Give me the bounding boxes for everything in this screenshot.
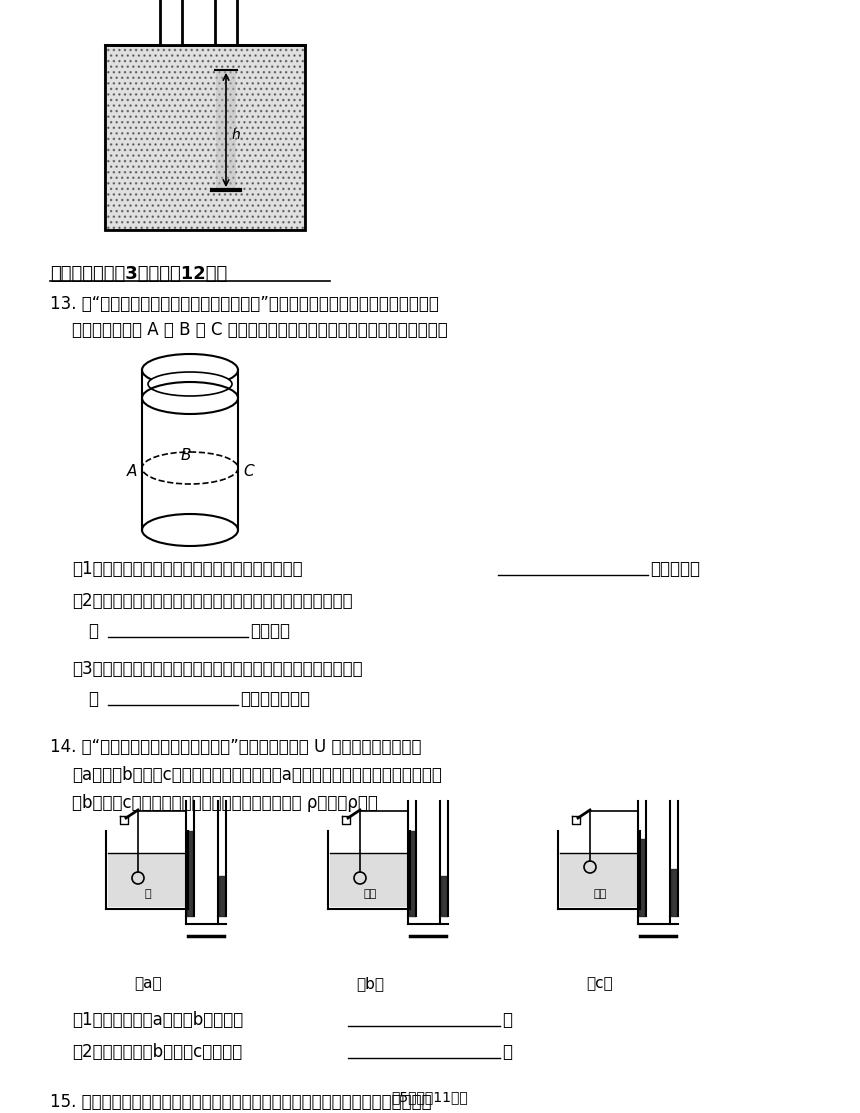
- Bar: [330, 853, 408, 907]
- Text: 与: 与: [88, 622, 98, 640]
- Text: （a）、（b）、（c）所示的三次实验。图（a）所示实验烧杯中的液体是水，图: （a）、（b）、（c）所示的三次实验。图（a）所示实验烧杯中的液体是水，图: [72, 766, 442, 784]
- Text: 三、实验题（共3小题；內12分）: 三、实验题（共3小题；內12分）: [50, 265, 227, 283]
- Bar: [161, 0, 181, 45]
- Text: （c）: （c）: [587, 976, 613, 991]
- Text: 13. 在“探究液体内部的压强与哪些因素有关”的实验中，小明同学在塑料管上离管底: 13. 在“探究液体内部的压强与哪些因素有关”的实验中，小明同学在塑料管上离管底: [50, 295, 439, 313]
- Text: 第5页（內11页）: 第5页（內11页）: [391, 1090, 469, 1104]
- Bar: [560, 853, 638, 907]
- Text: 的关系。: 的关系。: [250, 622, 290, 640]
- Text: 进行多次实验。: 进行多次实验。: [240, 690, 310, 708]
- Ellipse shape: [142, 514, 238, 546]
- Text: ；: ；: [502, 1011, 512, 1030]
- Text: （b）、（c）所示实验烧杯中的液体是盐水，已知 ρ盐水＞ρ水。: （b）、（c）所示实验烧杯中的液体是盐水，已知 ρ盐水＞ρ水。: [72, 794, 378, 812]
- Text: h: h: [232, 128, 241, 142]
- Text: 等高的不同位置 A 、 B 、 C 处扎了三个小孔，并将其放入水槽中，如图所示。: 等高的不同位置 A 、 B 、 C 处扎了三个小孔，并将其放入水槽中，如图所示。: [72, 321, 448, 339]
- Bar: [216, 70, 236, 190]
- Text: 水: 水: [144, 889, 151, 899]
- Bar: [108, 853, 186, 907]
- Text: 盐水: 盐水: [593, 889, 606, 899]
- Text: A: A: [126, 463, 137, 479]
- Text: 。: 。: [502, 1043, 512, 1061]
- Text: 15. 为了研究柱体浸入水中的过程中水对容器底部的压强情况，某小组同学选用高度: 15. 为了研究柱体浸入水中的过程中水对容器底部的压强情况，某小组同学选用高度: [50, 1093, 432, 1111]
- Text: 用: 用: [88, 690, 98, 708]
- Ellipse shape: [148, 372, 232, 396]
- Text: （b）: （b）: [356, 976, 384, 991]
- Text: （1）比较实验（a）与（b）可知：: （1）比较实验（a）与（b）可知：: [72, 1011, 243, 1030]
- Text: 盐水: 盐水: [364, 889, 377, 899]
- Bar: [105, 45, 305, 230]
- Text: （2）比较实验（b）与（c）可知：: （2）比较实验（b）与（c）可知：: [72, 1043, 243, 1061]
- Text: （1）水通过三个小孔流入塑料管中，说明水内部向: （1）水通过三个小孔流入塑料管中，说明水内部向: [72, 560, 303, 578]
- Text: （a）: （a）: [134, 976, 162, 991]
- Bar: [105, 45, 305, 230]
- Text: （2）若小明改变塑料管在水中的深度，他想探究水内部的压强: （2）若小明改变塑料管在水中的深度，他想探究水内部的压强: [72, 592, 353, 610]
- Text: 14. 在“探究影响液体压强大小的因素”实验中，老师用 U 形管压强计做了如图: 14. 在“探究影响液体压强大小的因素”实验中，老师用 U 形管压强计做了如图: [50, 738, 421, 756]
- Text: （3）若小明还想探究液体内部的压强与液体种类的关系，还需要: （3）若小明还想探究液体内部的压强与液体种类的关系，还需要: [72, 660, 363, 678]
- Ellipse shape: [142, 354, 238, 386]
- Text: 都有压强。: 都有压强。: [650, 560, 700, 578]
- Text: B: B: [181, 449, 191, 463]
- Text: C: C: [243, 463, 254, 479]
